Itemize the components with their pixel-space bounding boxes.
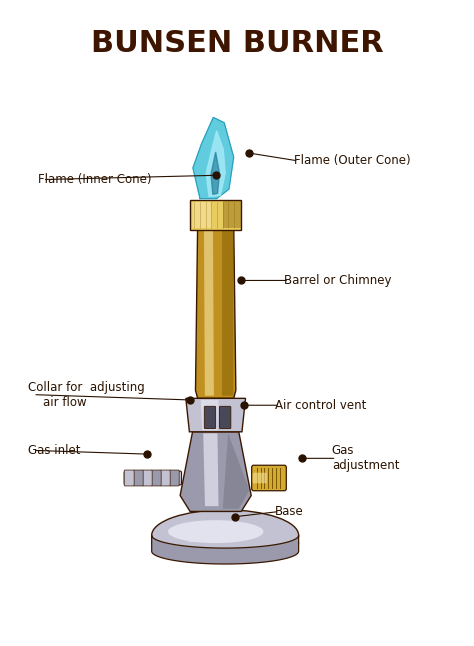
Polygon shape (192, 202, 212, 228)
Polygon shape (211, 152, 219, 194)
Text: Gas
adjustment: Gas adjustment (332, 444, 399, 472)
FancyBboxPatch shape (142, 470, 152, 486)
Polygon shape (204, 225, 214, 396)
FancyBboxPatch shape (151, 470, 161, 486)
FancyBboxPatch shape (124, 470, 134, 486)
FancyBboxPatch shape (133, 470, 143, 486)
Text: Flame (Outer Cone): Flame (Outer Cone) (294, 154, 410, 167)
Polygon shape (223, 202, 241, 229)
FancyBboxPatch shape (252, 465, 286, 491)
Text: Collar for  adjusting
    air flow: Collar for adjusting air flow (28, 380, 145, 409)
Polygon shape (191, 200, 241, 230)
FancyBboxPatch shape (219, 406, 231, 428)
Text: Flame (Inner Cone): Flame (Inner Cone) (38, 173, 151, 186)
FancyBboxPatch shape (124, 471, 182, 485)
Text: Barrel or Chimney: Barrel or Chimney (284, 274, 392, 287)
Polygon shape (195, 222, 236, 399)
FancyBboxPatch shape (204, 406, 216, 428)
Ellipse shape (168, 520, 264, 543)
FancyBboxPatch shape (169, 470, 179, 486)
FancyBboxPatch shape (253, 473, 267, 483)
Text: BUNSEN BURNER: BUNSEN BURNER (91, 29, 383, 58)
Text: alamy: alamy (19, 623, 66, 638)
Text: Base: Base (275, 505, 304, 518)
Polygon shape (193, 118, 234, 199)
Polygon shape (186, 399, 246, 432)
Polygon shape (206, 130, 225, 196)
Text: Gas inlet: Gas inlet (28, 444, 81, 457)
FancyBboxPatch shape (160, 470, 170, 486)
Polygon shape (203, 433, 219, 506)
Text: Air control vent: Air control vent (275, 399, 366, 412)
Polygon shape (222, 225, 233, 396)
Ellipse shape (152, 510, 299, 561)
Polygon shape (152, 536, 299, 564)
Text: Image ID: 2BMNW8D
www.alamy.com: Image ID: 2BMNW8D www.alamy.com (367, 621, 455, 640)
Polygon shape (223, 433, 249, 509)
Polygon shape (180, 432, 251, 512)
Ellipse shape (152, 528, 299, 559)
Polygon shape (201, 400, 219, 430)
